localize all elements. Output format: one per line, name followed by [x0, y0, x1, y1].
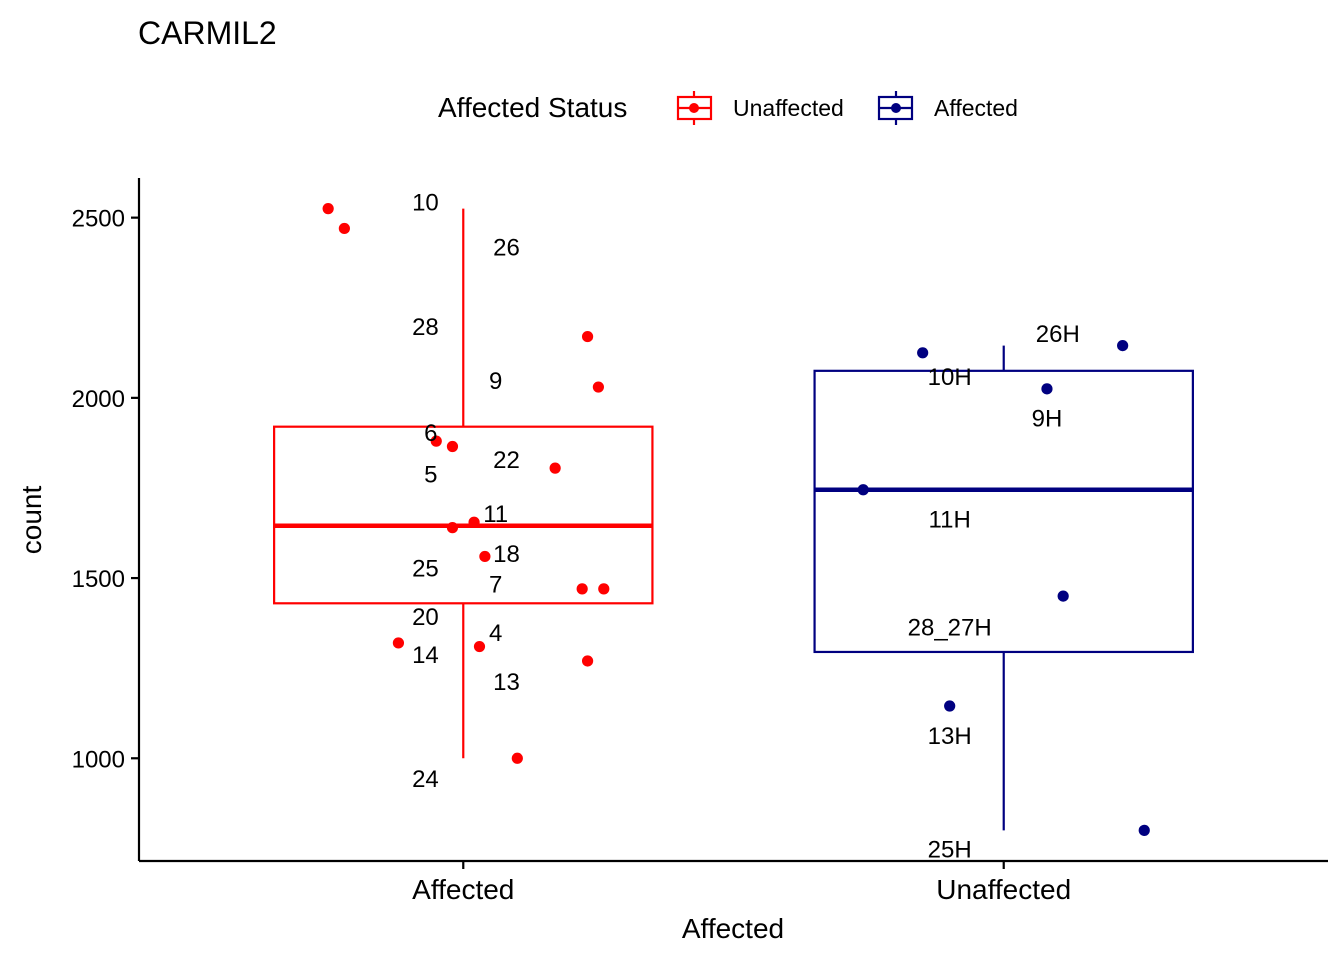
box-iqr [813, 369, 1194, 654]
point-label: 11H [929, 507, 971, 534]
y-tick-label: 1500 [72, 566, 125, 593]
point-label: 26 [493, 234, 520, 261]
point-label: 13H [928, 723, 972, 750]
point-label: 20 [412, 604, 439, 631]
point-label: 22 [493, 447, 520, 474]
data-point [944, 700, 956, 712]
y-tick-label: 2500 [72, 206, 125, 233]
point-label: 10 [412, 189, 439, 216]
point-label: 11 [483, 501, 508, 528]
data-point [392, 637, 405, 649]
x-tick-label: Affected [412, 874, 514, 905]
data-point [446, 440, 459, 453]
data-point [592, 381, 604, 393]
x-axis-label: Affected [682, 913, 784, 944]
data-point [430, 435, 442, 447]
legend: Affected Status Unaffected Affected [438, 91, 1018, 125]
box-group-affected: 10 26 28 9 6 5 22 11 18 25 7 20 14 4 13 24 [273, 189, 654, 793]
plot-area: 10 26 28 9 6 5 22 11 18 25 7 20 14 4 13 24 26H 10H 9H 11H 28… [273, 189, 1194, 863]
data-point [1117, 339, 1129, 352]
data-point [1138, 824, 1150, 836]
box-group-unaffected: 26H 10H 9H 11H 28_27H 13H 25H [813, 321, 1194, 863]
point-label: 28_27H [908, 615, 992, 642]
y-axis-label: count [16, 486, 47, 555]
data-point [1041, 383, 1053, 395]
data-point [322, 203, 334, 215]
chart-title: CARMIL2 [138, 15, 277, 51]
point-label: 4 [489, 620, 502, 647]
data-point [338, 222, 350, 235]
data-point [581, 330, 594, 343]
data-point [549, 462, 561, 474]
point-label: 28 [412, 314, 439, 341]
data-point [598, 583, 610, 595]
point-label: 5 [424, 462, 437, 489]
data-point [473, 640, 486, 653]
data-point [857, 484, 869, 496]
point-label: 14 [412, 642, 439, 669]
point-label: 9H [1032, 406, 1063, 433]
legend-key-unaffected [676, 91, 713, 125]
data-point [511, 752, 523, 764]
point-label: 24 [412, 766, 439, 793]
point-label: 18 [493, 541, 520, 568]
legend-key-affected [877, 91, 914, 125]
point-label: 6 [424, 420, 437, 447]
data-point [1057, 590, 1069, 602]
point-label: 9 [489, 368, 502, 395]
data-point [581, 655, 594, 667]
y-axis-ticks: 1000 1500 2000 2500 [72, 206, 139, 773]
point-label: 7 [489, 571, 502, 598]
y-tick-label: 2000 [72, 386, 125, 413]
legend-label-affected: Affected [934, 95, 1018, 121]
legend-title: Affected Status [438, 92, 627, 123]
point-label: 10H [928, 364, 972, 391]
x-tick-label: Unaffected [936, 874, 1071, 905]
x-axis-ticks: Affected Unaffected [412, 861, 1071, 905]
data-point [917, 347, 929, 359]
legend-label-unaffected: Unaffected [733, 95, 844, 121]
box-iqr [273, 425, 654, 605]
point-label: 13 [493, 669, 520, 696]
point-label: 26H [1036, 321, 1080, 348]
y-tick-label: 1000 [72, 746, 125, 773]
data-point [576, 583, 588, 595]
point-label: 25 [412, 555, 439, 582]
data-point [479, 550, 491, 563]
point-label: 25H [928, 836, 972, 863]
data-point [446, 522, 459, 534]
data-point [468, 516, 480, 528]
